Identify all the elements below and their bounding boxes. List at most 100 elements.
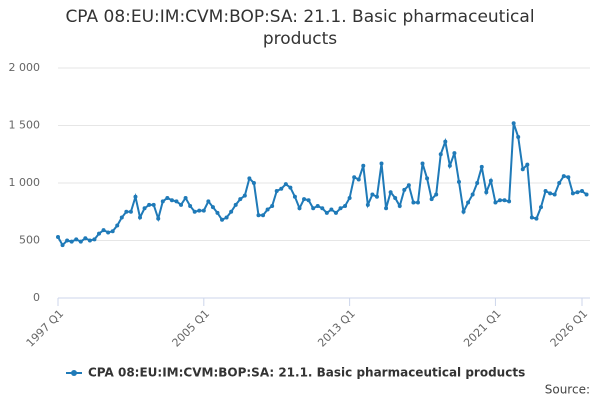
point xyxy=(488,178,493,183)
point xyxy=(65,238,70,243)
point xyxy=(388,190,393,195)
point xyxy=(279,186,284,191)
point xyxy=(452,151,457,156)
point xyxy=(425,176,430,181)
x-tick-label: 2005 Q1 xyxy=(170,307,213,350)
point xyxy=(142,206,147,211)
point xyxy=(443,139,448,144)
point xyxy=(580,189,584,194)
point xyxy=(320,206,325,211)
point xyxy=(497,198,502,203)
point xyxy=(361,163,366,168)
point xyxy=(420,161,425,166)
point xyxy=(238,197,243,202)
point xyxy=(128,209,133,214)
point xyxy=(56,235,60,240)
point xyxy=(379,161,384,166)
point xyxy=(101,228,106,233)
point xyxy=(156,216,161,221)
point xyxy=(133,194,138,199)
point xyxy=(174,199,179,204)
point xyxy=(493,200,498,205)
x-tick-label: 2026 Q1 xyxy=(548,307,591,350)
point xyxy=(570,191,575,196)
y-tick-label: 2 000 xyxy=(9,61,41,74)
point xyxy=(87,238,92,243)
point xyxy=(210,205,215,210)
y-tick-label: 0 xyxy=(33,291,40,304)
point xyxy=(306,198,311,203)
point xyxy=(242,193,247,198)
point xyxy=(548,191,553,196)
legend-label: CPA 08:EU:IM:CVM:BOP:SA: 21.1. Basic pha… xyxy=(88,366,525,380)
point xyxy=(415,200,420,205)
point xyxy=(169,198,174,203)
point xyxy=(434,192,439,197)
point xyxy=(302,197,307,202)
point xyxy=(69,239,74,244)
point xyxy=(151,202,156,207)
point xyxy=(179,202,184,207)
point xyxy=(370,192,375,197)
x-tick-label: 2013 Q1 xyxy=(315,307,358,350)
point xyxy=(365,202,370,207)
point xyxy=(447,163,452,168)
point xyxy=(502,198,507,203)
point xyxy=(247,176,252,181)
point xyxy=(251,181,256,185)
point xyxy=(288,185,293,190)
point xyxy=(384,206,389,211)
point xyxy=(261,213,266,218)
point xyxy=(343,204,348,208)
point xyxy=(456,179,461,184)
legend-marker xyxy=(71,370,77,376)
point xyxy=(393,195,398,200)
point xyxy=(484,190,489,195)
point xyxy=(525,162,530,167)
point xyxy=(402,187,407,192)
point xyxy=(283,182,288,187)
point xyxy=(507,199,512,204)
point xyxy=(165,195,170,200)
point xyxy=(160,199,165,204)
chart-title: CPA 08:EU:IM:CVM:BOP:SA: 21.1. Basic pha… xyxy=(65,7,535,49)
point xyxy=(552,192,557,197)
point xyxy=(374,194,379,199)
point xyxy=(106,230,111,235)
point xyxy=(356,177,361,182)
point xyxy=(561,174,566,179)
point xyxy=(315,204,320,208)
x-tick-label: 1997 Q1 xyxy=(24,307,67,350)
point xyxy=(470,192,475,197)
point xyxy=(347,195,352,200)
point xyxy=(538,205,543,210)
point xyxy=(338,206,343,211)
point xyxy=(201,208,206,213)
point xyxy=(529,215,534,220)
point xyxy=(147,202,152,207)
x-tick-label: 2021 Q1 xyxy=(461,307,504,350)
point xyxy=(265,207,270,212)
point xyxy=(297,206,302,211)
point xyxy=(575,190,580,195)
point xyxy=(411,200,416,205)
point xyxy=(329,207,334,212)
point xyxy=(197,208,202,213)
point xyxy=(256,213,261,218)
point xyxy=(461,209,466,214)
y-tick-label: 500 xyxy=(19,234,40,247)
point xyxy=(516,135,521,139)
point xyxy=(466,200,471,205)
point xyxy=(397,204,402,208)
point xyxy=(97,231,102,236)
point xyxy=(188,204,193,208)
point xyxy=(124,209,129,214)
point xyxy=(60,243,65,248)
point xyxy=(83,236,88,241)
point xyxy=(74,237,79,242)
point xyxy=(224,215,229,220)
point xyxy=(406,183,411,188)
y-tick-label: 1 000 xyxy=(9,176,41,189)
